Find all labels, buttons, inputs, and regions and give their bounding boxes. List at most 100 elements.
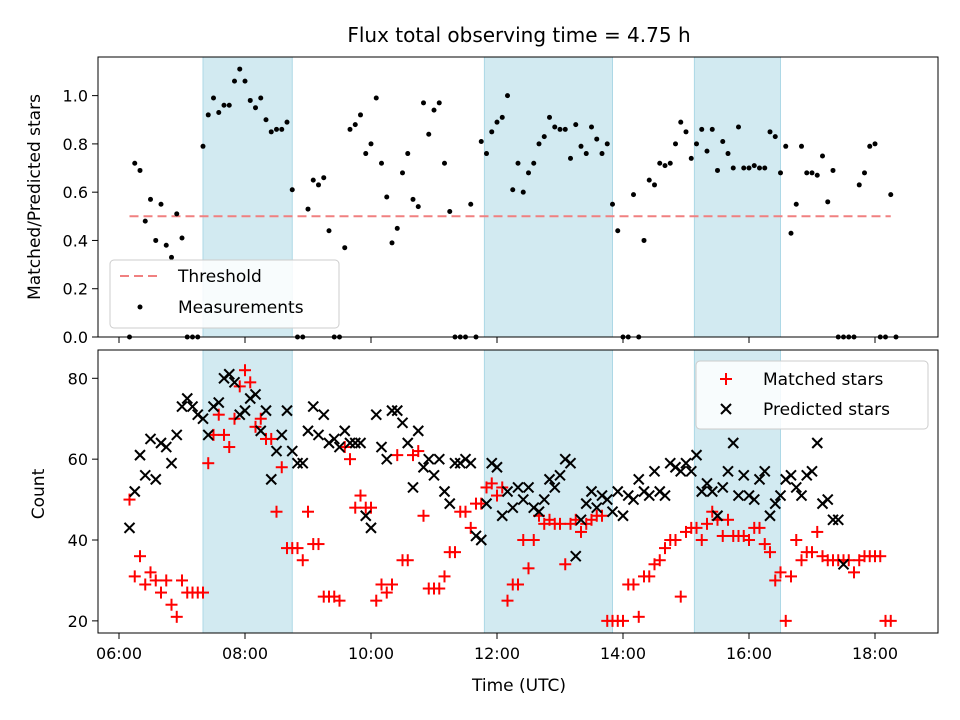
measurement-point	[757, 165, 762, 171]
predicted-point	[711, 510, 724, 522]
top-y-tick-label: 1.0	[63, 87, 88, 106]
measurement-point	[148, 196, 153, 202]
predicted-point	[554, 469, 566, 482]
matched-point	[716, 529, 729, 542]
predicted-point	[213, 396, 225, 409]
matched-point	[753, 521, 766, 534]
shaded-interval	[694, 57, 781, 337]
bottom-y-tick-label: 20	[68, 612, 88, 631]
matched-point	[659, 542, 671, 555]
measurement-point	[373, 95, 379, 101]
predicted-point	[433, 453, 445, 465]
predicted-point	[144, 433, 157, 445]
predicted-point	[806, 465, 818, 477]
predicted-point	[617, 510, 629, 522]
legend-predicted-label: Predicted stars	[763, 400, 890, 420]
measurement-point	[478, 138, 484, 144]
measurement-point	[809, 170, 815, 176]
measurement-point	[305, 206, 311, 212]
top-y-tick-label: 0.2	[63, 280, 88, 299]
measurement-point	[468, 201, 474, 207]
measurement-point	[725, 151, 731, 157]
predicted-point	[396, 417, 409, 429]
measurement-point	[321, 175, 327, 181]
measurement-point	[510, 187, 516, 193]
predicted-point	[449, 457, 461, 469]
predicted-point	[522, 481, 535, 494]
measurement-point	[205, 112, 211, 118]
matched-point	[275, 461, 288, 474]
matched-point	[244, 376, 257, 389]
predicted-point	[517, 493, 529, 506]
matched-point	[632, 610, 645, 623]
predicted-point	[627, 493, 640, 506]
predicted-point	[501, 485, 514, 498]
predicted-point	[811, 437, 823, 449]
measurement-point	[520, 189, 526, 195]
matched-point	[811, 525, 824, 538]
bottom-legend: Matched stars Predicted stars	[695, 360, 929, 430]
measurement-point	[699, 126, 705, 132]
measurement-point	[541, 134, 547, 140]
predicted-point	[827, 514, 839, 526]
bottom-panel: 20 40 60 80 06:00 08:00 10:00 12:00 14:00 16:00 1…	[29, 349, 939, 696]
measurement-point	[741, 165, 747, 171]
predicted-point	[606, 506, 619, 518]
measurement-point	[342, 245, 348, 251]
matched-point	[197, 586, 209, 599]
measurement-point	[310, 177, 316, 183]
predicted-point	[507, 501, 519, 514]
measurement-point	[746, 165, 752, 171]
matched-point	[643, 570, 656, 583]
top-y-axis: 0.0 0.2 0.4 0.6 0.8 1.0	[63, 87, 98, 347]
matched-point	[554, 517, 566, 530]
matched-point	[176, 574, 188, 587]
matched-point	[674, 590, 687, 603]
measurement-point	[604, 141, 610, 147]
measurement-point	[631, 192, 636, 198]
top-shaded-intervals	[202, 57, 781, 337]
matched-point	[575, 525, 587, 538]
measurement-point	[352, 122, 358, 128]
predicted-point	[738, 469, 750, 482]
measurement-point	[442, 160, 447, 166]
predicted-point	[659, 489, 671, 502]
measurement-point	[788, 230, 794, 236]
predicted-point	[270, 445, 283, 457]
shaded-interval	[484, 57, 613, 337]
measurement-point	[704, 148, 710, 154]
measurement-point	[326, 228, 332, 234]
measurement-point	[562, 126, 568, 132]
measurement-point	[709, 126, 715, 132]
measurement-point	[825, 199, 831, 205]
predicted-point	[727, 437, 739, 449]
predicted-point	[391, 404, 403, 417]
measurement-point	[715, 167, 720, 173]
matched-point	[139, 578, 152, 591]
matched-point	[370, 594, 383, 607]
measurement-point	[431, 107, 437, 113]
matched-point	[884, 614, 897, 627]
measurement-point	[137, 167, 143, 173]
measurement-point	[594, 136, 600, 142]
matched-point	[386, 578, 398, 591]
bottom-y-tick-label: 60	[68, 450, 88, 469]
matched-point	[743, 534, 755, 547]
measurement-point	[274, 126, 279, 132]
matched-point	[617, 614, 629, 627]
matched-point	[512, 578, 524, 591]
matched-point	[270, 505, 283, 518]
predicted-point	[717, 481, 729, 494]
measurement-point	[867, 143, 873, 149]
bottom-y-tick-label: 80	[68, 369, 88, 388]
top-panel: 0.0 0.2 0.4 0.6 0.8 1.0 Matched/Predicted sta…	[25, 56, 939, 347]
predicted-point	[181, 392, 193, 405]
predicted-point	[302, 425, 314, 437]
matched-point	[758, 538, 771, 551]
predicted-point	[732, 489, 745, 502]
measurement-point	[153, 237, 159, 243]
matched-point	[155, 586, 167, 599]
predicted-point	[370, 408, 382, 421]
bottom-y-tick-label: 40	[68, 531, 88, 550]
measurement-point	[484, 151, 489, 157]
